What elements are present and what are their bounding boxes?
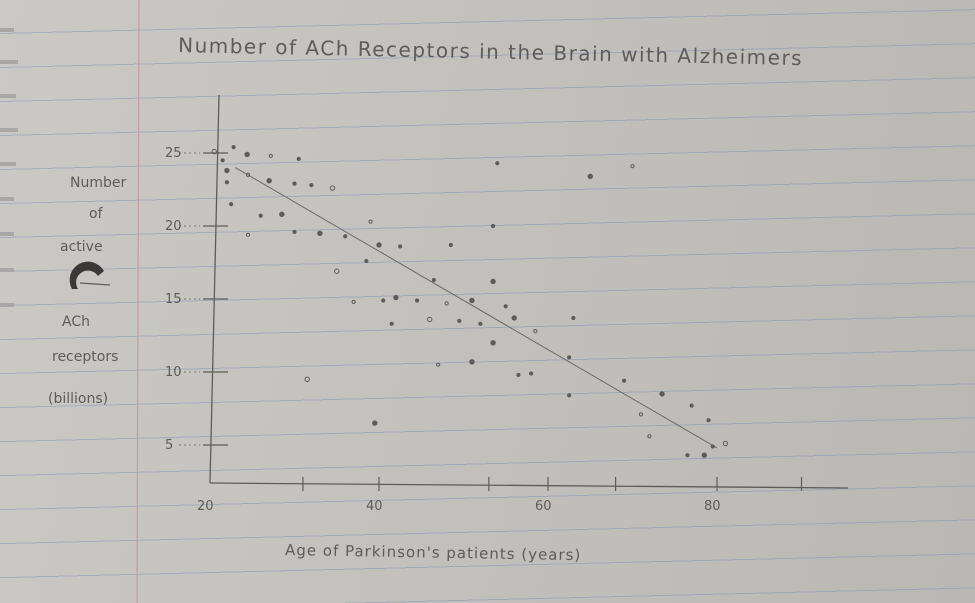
data-point [431, 277, 437, 283]
x-axis-label: Age of Parkinson's patients (years) [285, 541, 582, 564]
data-point [364, 258, 369, 264]
data-point [647, 434, 652, 439]
x-tick-label: 20 [197, 499, 214, 514]
data-point [722, 440, 729, 447]
data-point [279, 211, 285, 218]
data-point [503, 304, 508, 309]
data-point [292, 181, 297, 186]
x-axis-line [209, 482, 849, 489]
data-point [393, 294, 399, 301]
data-point [414, 298, 420, 303]
data-point [211, 148, 217, 155]
data-point [258, 213, 263, 218]
data-point [516, 372, 521, 378]
trend-line [235, 167, 718, 449]
data-point [398, 244, 403, 249]
data-point [334, 268, 340, 274]
data-point [220, 158, 225, 163]
data-point [529, 371, 534, 376]
data-point [490, 340, 496, 346]
data-point [490, 223, 496, 229]
data-point [224, 180, 229, 185]
data-point [368, 219, 373, 224]
data-point [621, 378, 627, 383]
axis-ticks: 5 10 15 20 25 20 40 60 80 [165, 146, 803, 514]
data-point [427, 316, 433, 323]
data-point [511, 315, 517, 321]
data-point [329, 185, 336, 191]
data-points [211, 145, 729, 458]
y-tick-label: 15 [165, 292, 182, 307]
data-point [689, 403, 694, 408]
data-point [381, 298, 386, 303]
y-axis-label: Number of active ACh receptors (billions… [48, 175, 126, 407]
data-point [309, 183, 314, 188]
data-point [638, 412, 644, 417]
data-point [231, 145, 236, 150]
x-tick-label: 60 [535, 499, 552, 514]
data-point [710, 444, 715, 449]
data-point [490, 278, 496, 285]
data-point [685, 453, 690, 458]
sine-symbol-mark [69, 261, 104, 289]
margin-line [136, 0, 140, 603]
y-label-line-1: Number [70, 175, 126, 191]
data-point [567, 393, 572, 398]
data-point [268, 153, 273, 159]
data-point [444, 301, 449, 306]
data-point [478, 321, 483, 326]
y-tick-label: 25 [165, 146, 182, 161]
data-point [571, 315, 576, 321]
data-point [245, 172, 251, 177]
data-point [343, 234, 348, 239]
y-tick-label: 20 [165, 219, 182, 234]
data-point [351, 299, 356, 305]
data-point [304, 376, 310, 382]
data-point [448, 242, 453, 248]
data-point [224, 167, 230, 174]
data-point [245, 232, 251, 237]
binder-holes [0, 28, 18, 307]
data-point [630, 164, 635, 169]
data-point [244, 151, 250, 158]
y-label-line-5: receptors [52, 349, 118, 365]
data-point [533, 329, 538, 334]
data-point [229, 202, 234, 207]
y-label-line-3: active [60, 239, 103, 255]
data-point [372, 420, 378, 426]
data-point [266, 178, 272, 184]
data-point [706, 418, 711, 423]
y-label-line-6: (billions) [48, 391, 108, 407]
data-point [567, 355, 572, 360]
chart-title: Number of ACh Receptors in the Brain wit… [178, 33, 803, 70]
y-label-line-2: of [89, 206, 104, 222]
data-point [469, 359, 475, 365]
data-point [659, 391, 665, 397]
y-axis-line [209, 94, 220, 484]
x-tick-label: 80 [704, 499, 721, 514]
sine-symbol-stroke [79, 282, 111, 286]
data-point [469, 297, 475, 304]
y-tick-label: 5 [165, 438, 173, 453]
x-tick-label: 40 [366, 499, 383, 514]
data-point [389, 321, 394, 326]
data-point [701, 452, 708, 458]
data-point [317, 230, 323, 237]
data-point [292, 229, 297, 234]
y-label-line-4: ACh [62, 314, 90, 330]
data-point [495, 161, 500, 166]
data-point [296, 156, 301, 161]
data-point [376, 242, 382, 248]
y-tick-label: 10 [165, 365, 182, 380]
data-point [436, 362, 441, 367]
data-point [587, 173, 593, 180]
data-point [457, 318, 462, 323]
